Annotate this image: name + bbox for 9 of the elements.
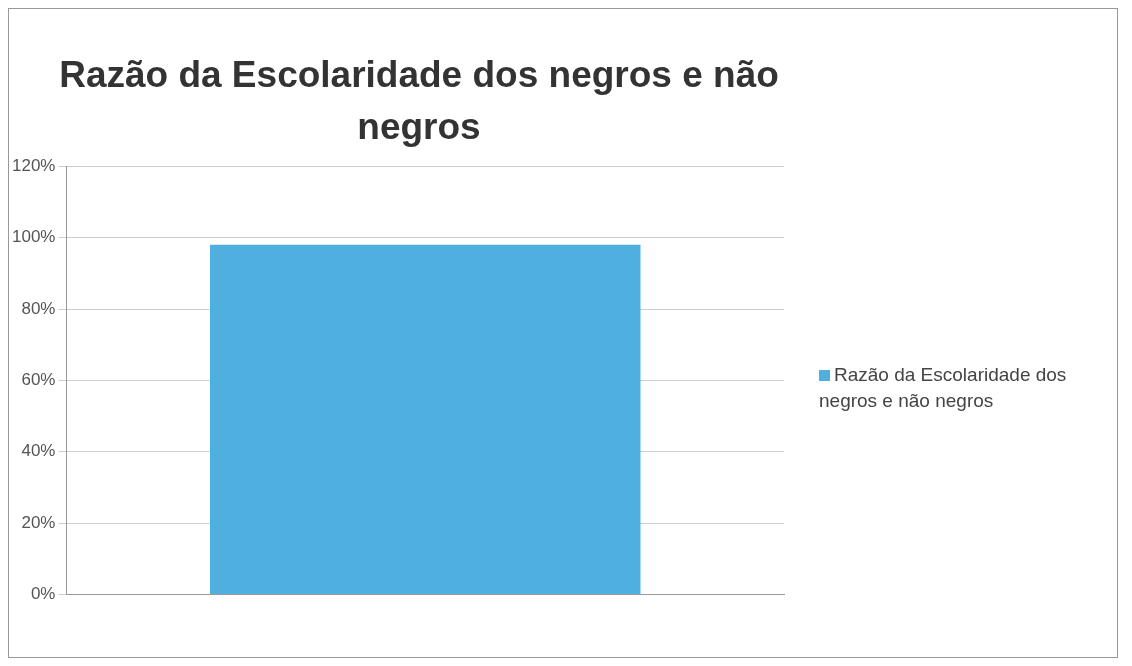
y-tick-label: 60% <box>21 370 56 390</box>
y-tick-label: 0% <box>30 584 56 604</box>
chart-title: Razão da Escolaridade dos negros e não negros <box>58 53 780 149</box>
y-tick-label: 100% <box>12 227 56 247</box>
y-tick-label: 40% <box>21 441 56 461</box>
y-tick-label: 120% <box>12 155 56 175</box>
y-tick-label: 80% <box>21 298 56 318</box>
legend-label: Razão da Escolaridade dos negros e não negros <box>819 363 1068 413</box>
y-tick-label: 20% <box>21 512 56 532</box>
